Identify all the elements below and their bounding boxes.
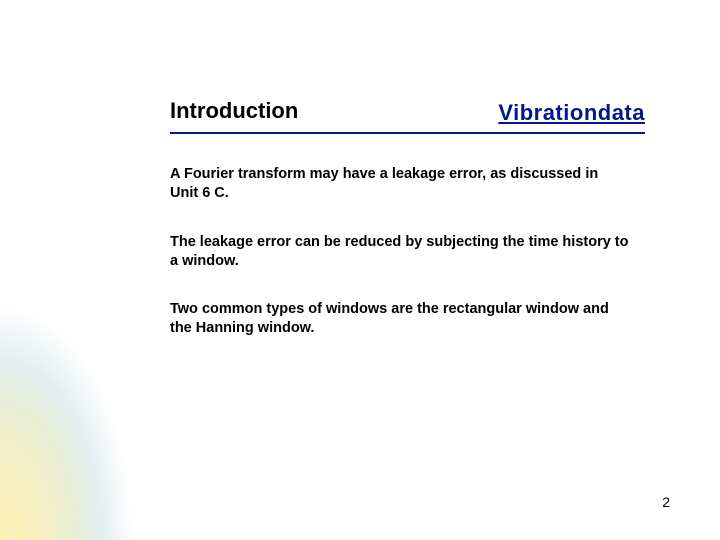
slide-title: Introduction — [170, 98, 298, 124]
paragraph: A Fourier transform may have a leakage e… — [170, 165, 630, 203]
paragraph: Two common types of windows are the rect… — [170, 300, 630, 338]
header-row: Introduction Vibrationdata — [170, 100, 645, 134]
paragraph: The leakage error can be reduced by subj… — [170, 233, 630, 271]
page-number: 2 — [662, 494, 670, 510]
brand-label: Vibrationdata — [498, 100, 645, 126]
slide: Introduction Vibrationdata A Fourier tra… — [0, 0, 720, 540]
body-text: A Fourier transform may have a leakage e… — [170, 165, 630, 368]
